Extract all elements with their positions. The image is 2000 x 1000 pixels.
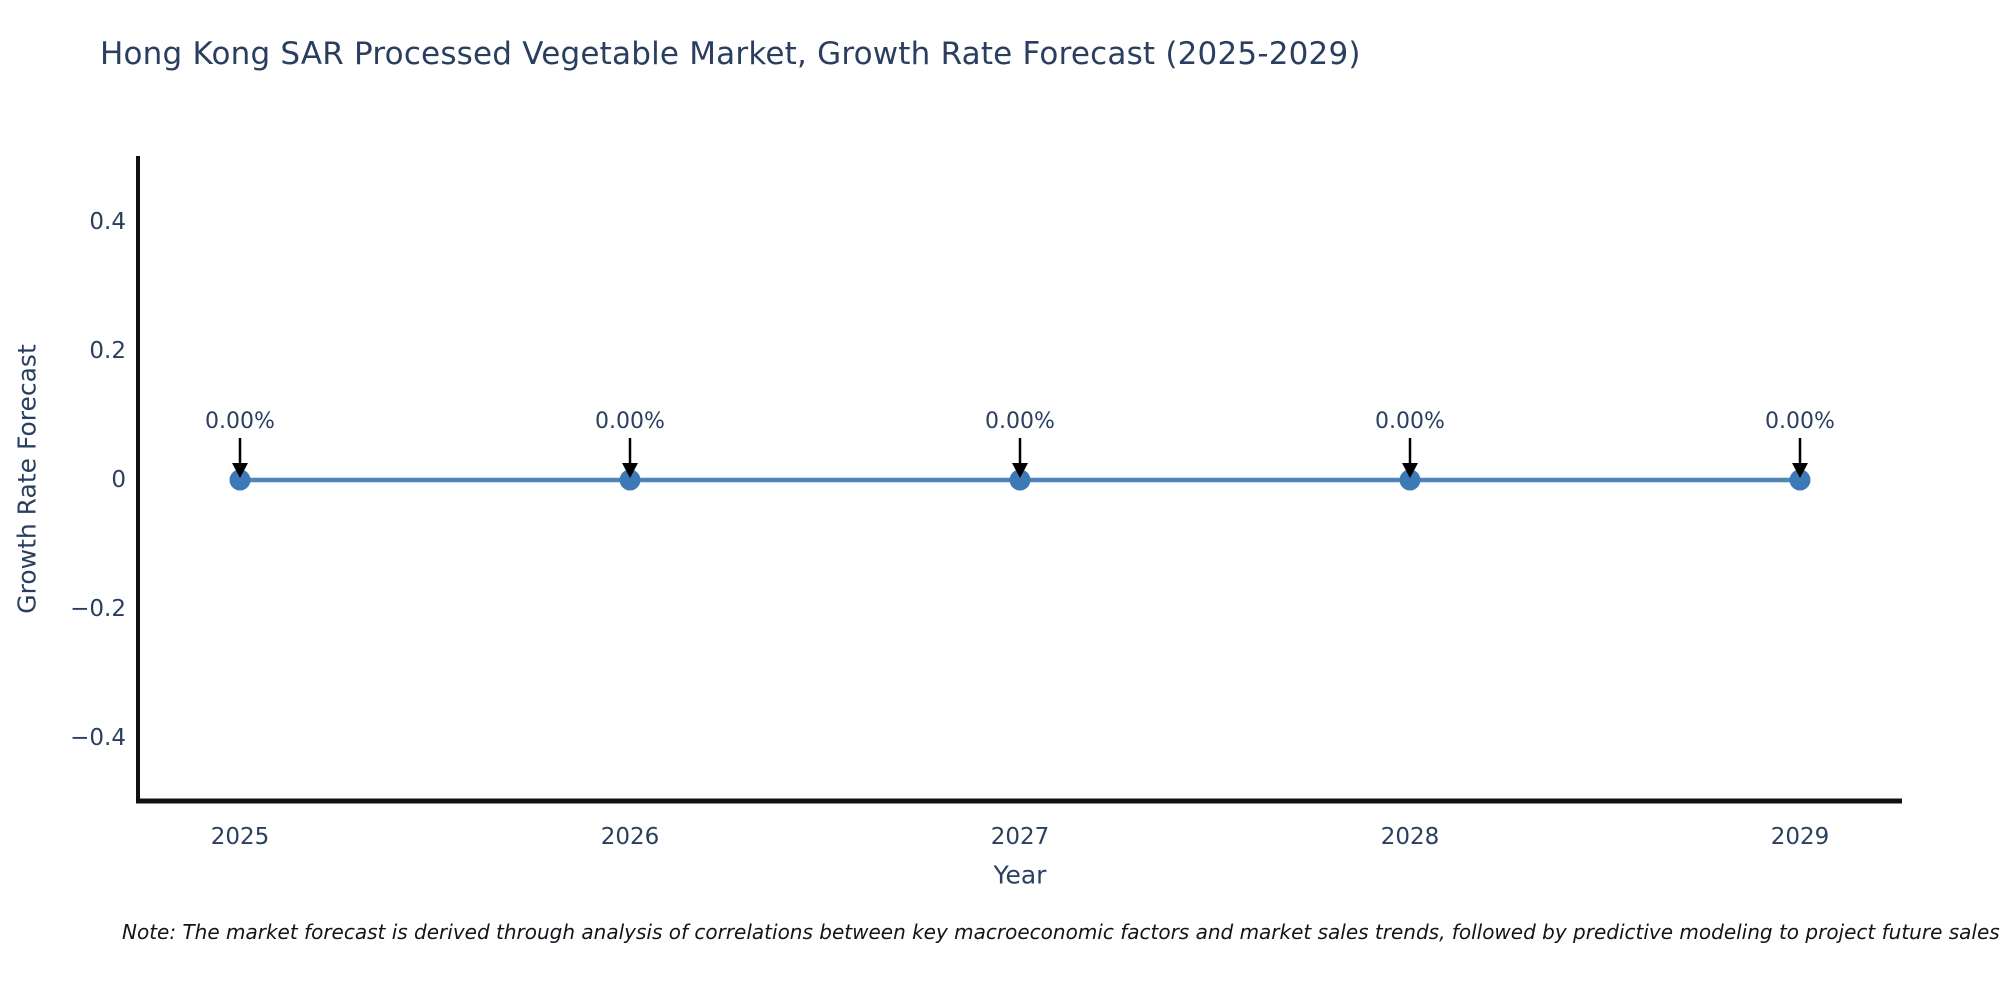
chart-title: Hong Kong SAR Processed Vegetable Market… — [100, 36, 1361, 72]
x-axis-title: Year — [993, 860, 1047, 890]
data-point-marker — [619, 469, 641, 491]
data-point-marker — [229, 469, 251, 491]
data-point-marker — [1009, 469, 1031, 491]
footnote: Note: The market forecast is derived thr… — [122, 920, 2000, 944]
y-tick-label: 0.2 — [89, 338, 126, 364]
data-point-marker — [1789, 469, 1811, 491]
point-annotation-label: 0.00% — [985, 409, 1055, 434]
data-point-marker — [1399, 469, 1421, 491]
y-axis-title: Growth Rate Forecast — [12, 344, 42, 614]
point-annotation-label: 0.00% — [1375, 409, 1445, 434]
x-tick-label: 2029 — [1771, 824, 1830, 850]
y-tick-label: 0.4 — [89, 209, 126, 235]
y-tick-label: −0.2 — [70, 596, 126, 622]
annotation-arrow-head — [1012, 463, 1028, 478]
point-annotation-label: 0.00% — [1765, 409, 1835, 434]
x-tick-label: 2026 — [601, 824, 660, 850]
y-tick-label: 0 — [111, 467, 126, 493]
point-annotation-label: 0.00% — [205, 409, 275, 434]
y-tick-label: −0.4 — [70, 725, 126, 751]
annotation-arrow-head — [622, 463, 638, 478]
annotation-arrow-head — [232, 463, 248, 478]
annotation-arrow-head — [1792, 463, 1808, 478]
x-tick-label: 2025 — [211, 824, 270, 850]
x-tick-label: 2028 — [1381, 824, 1440, 850]
point-annotation-label: 0.00% — [595, 409, 665, 434]
x-tick-label: 2027 — [991, 824, 1050, 850]
annotation-arrow-head — [1402, 463, 1418, 478]
